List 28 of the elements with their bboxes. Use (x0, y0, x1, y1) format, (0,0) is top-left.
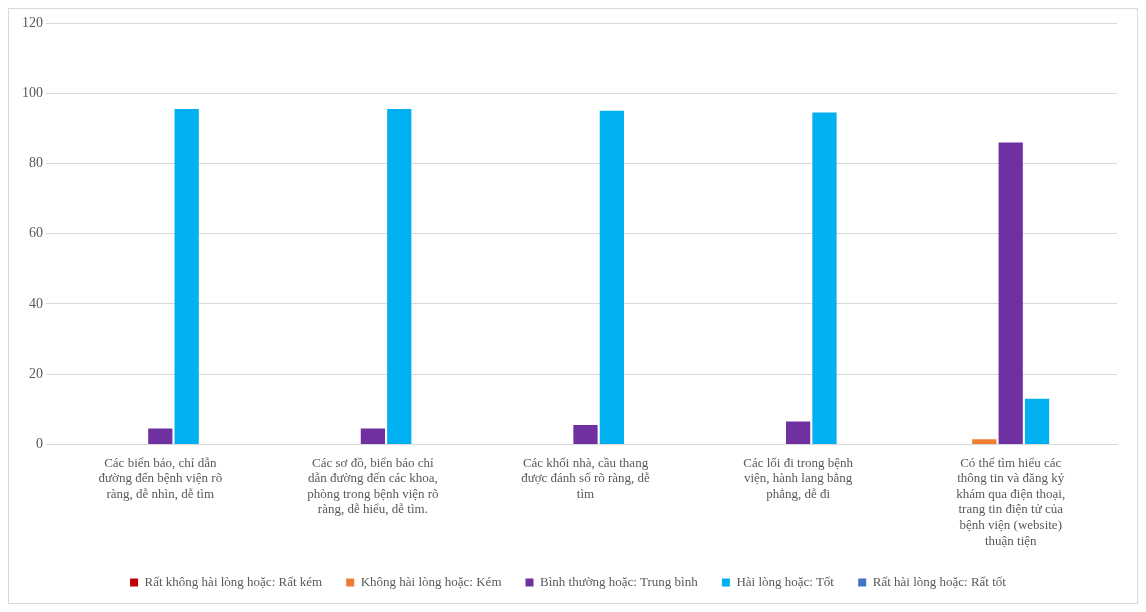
bar (1024, 398, 1050, 444)
legend-label: Hài lòng hoặc: Tốt (736, 573, 835, 589)
x-tick-label: Có thể tìm hiểu các thông tin và đăng ký khám qua điện thoại, trang tin điện tử của bệnh viện (website) thuận tiện (956, 454, 1066, 548)
y-tick-label: 0 (36, 436, 43, 452)
bar (174, 109, 199, 444)
bar (599, 110, 624, 444)
y-tick-label: 100 (22, 84, 43, 100)
bar (360, 428, 386, 444)
bar (998, 142, 1023, 444)
bar (387, 109, 412, 444)
legend-label: Bình thường hoặc: Trung bình (539, 573, 699, 589)
bar (573, 425, 598, 444)
x-tick-label: Các biển báo, chỉ dẫn đường đến bệnh viện rõ ràng, dễ nhìn, dễ tìm (98, 454, 223, 501)
y-tick-label: 20 (29, 365, 43, 381)
x-tick-label: Các lối đi trong bệnh viện, hành lang bằng phẳng, dễ đi (743, 454, 854, 501)
bar (785, 421, 811, 444)
y-tick-label: 120 (22, 14, 43, 30)
x-tick-label: Các sơ đồ, biển báo chỉ dẫn đường đến các khoa, phòng trong bệnh viện rõ ràng, dễ hiểu, dễ tìm. (307, 454, 439, 517)
legend-label: Rất không hài lòng hoặc: Rất kém (144, 573, 323, 589)
legend-label: Không hài lòng hoặc: Kém (360, 573, 502, 589)
legend-label: Rất hài lòng hoặc: Rất tốt (872, 573, 1007, 589)
bar (812, 112, 837, 444)
bar (972, 439, 997, 444)
y-tick-label: 80 (29, 155, 43, 171)
y-tick-label: 60 (29, 225, 43, 241)
bar (148, 428, 173, 444)
x-tick-label: Các khối nhà, cầu thang được đánh số rõ ràng, dễ tìm (521, 454, 651, 501)
y-tick-label: 40 (29, 295, 43, 311)
